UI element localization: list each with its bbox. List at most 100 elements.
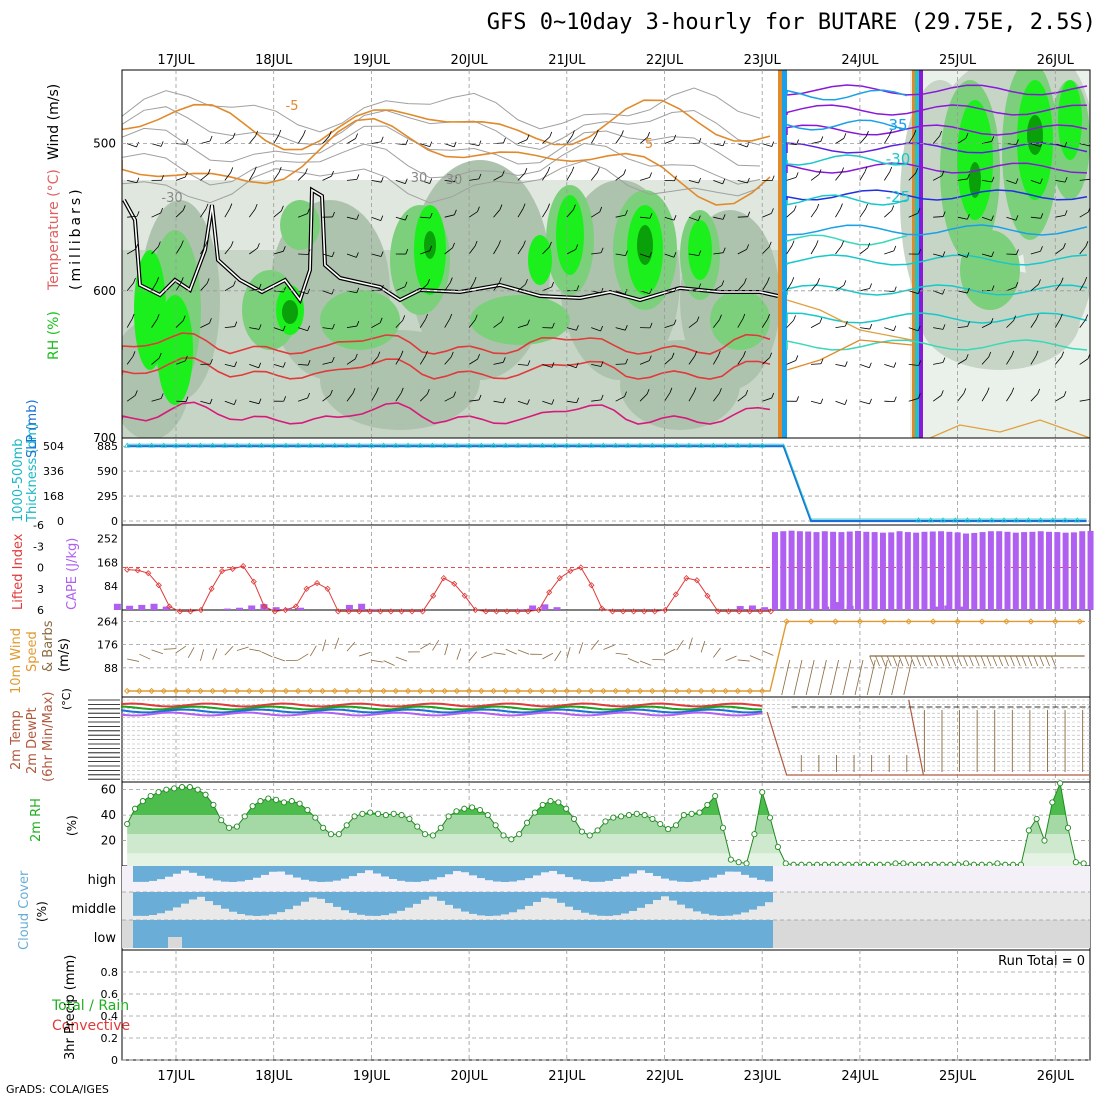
wind-barb bbox=[498, 240, 501, 246]
wind-barb bbox=[1030, 180, 1041, 185]
wind-barb bbox=[693, 387, 697, 393]
cape-bar bbox=[838, 532, 845, 610]
cape-bar bbox=[516, 609, 524, 610]
wind-barb bbox=[233, 399, 237, 405]
cloud-bar-low bbox=[245, 920, 253, 948]
wind-barb bbox=[957, 178, 968, 181]
wind-speed-marker bbox=[649, 687, 656, 695]
wind-barb bbox=[1037, 388, 1041, 395]
wind-barb bbox=[1036, 314, 1039, 320]
wind-barb bbox=[303, 129, 306, 136]
cloud-bar-middle bbox=[485, 892, 493, 916]
wind-barb bbox=[371, 392, 377, 402]
dewpoint-axis-label: 2m DewPt bbox=[25, 707, 40, 774]
thickness-marker bbox=[502, 442, 509, 448]
thickness-marker bbox=[1000, 517, 1008, 523]
wind-barb bbox=[469, 143, 479, 146]
rh-point bbox=[210, 801, 217, 808]
cloud-bar-low bbox=[373, 920, 381, 948]
wind-barb bbox=[127, 143, 137, 148]
wind-barb bbox=[297, 327, 308, 332]
wind-barb bbox=[395, 286, 406, 292]
wind-barb bbox=[840, 203, 843, 209]
thickness-marker bbox=[368, 442, 375, 448]
cloud-bar-middle bbox=[429, 892, 437, 897]
rh-point bbox=[774, 843, 781, 850]
temperature-contour bbox=[786, 224, 1088, 236]
cloud-bar-low bbox=[493, 920, 501, 948]
wind-barb bbox=[844, 399, 848, 405]
wind-barb bbox=[673, 134, 677, 141]
cloud-bar-low bbox=[285, 920, 293, 948]
wind-barb bbox=[478, 394, 482, 401]
wind-barb bbox=[346, 253, 357, 258]
wind-barb bbox=[957, 358, 967, 365]
wind-barb bbox=[721, 280, 725, 286]
wind-barb bbox=[1033, 655, 1039, 667]
wind-barb bbox=[359, 651, 371, 657]
cloud-bar-middle bbox=[653, 892, 661, 900]
wind-barb bbox=[444, 643, 449, 656]
wind-barb bbox=[207, 168, 211, 175]
unit-axis-label: (°C) bbox=[60, 688, 73, 710]
rh-point bbox=[406, 815, 413, 822]
wind-barb bbox=[380, 251, 384, 257]
thickness-marker bbox=[404, 442, 412, 448]
wind-speed-marker bbox=[502, 687, 509, 695]
wind-barb bbox=[1079, 399, 1090, 402]
rh-point bbox=[453, 808, 460, 815]
wind-barb bbox=[835, 208, 841, 218]
thickness-marker bbox=[307, 442, 314, 448]
wind-speed-marker bbox=[185, 687, 192, 695]
wind-barb bbox=[328, 131, 332, 137]
wind-axis-label: Wind (m/s) bbox=[46, 84, 62, 160]
wind-barb bbox=[1055, 180, 1066, 183]
cloud-bar-high bbox=[589, 866, 597, 882]
wind-barb bbox=[473, 276, 477, 283]
x-tick-label-top: 18JUL bbox=[255, 53, 293, 68]
wind-barb bbox=[468, 651, 478, 662]
wind-barb bbox=[933, 290, 943, 295]
wind-barb bbox=[158, 352, 162, 359]
wind-barb bbox=[200, 649, 205, 661]
wind-speed-marker bbox=[881, 618, 888, 625]
cape-bar bbox=[954, 532, 961, 610]
x-tick-label-bottom: 25JUL bbox=[939, 1069, 977, 1084]
rh-point bbox=[492, 822, 499, 829]
thickness-marker bbox=[331, 442, 338, 448]
wind-barb bbox=[175, 282, 182, 292]
wind-barb bbox=[395, 392, 402, 402]
cape-bar bbox=[846, 531, 853, 610]
thickness-marker bbox=[563, 442, 571, 448]
wind-barb bbox=[1030, 319, 1037, 328]
temp-series-line bbox=[121, 711, 763, 717]
cloud-bar-middle bbox=[309, 892, 317, 898]
wind-barb bbox=[444, 214, 455, 218]
wind-barb bbox=[810, 400, 821, 405]
cloud-bar-low bbox=[397, 920, 405, 948]
wind-barb bbox=[576, 325, 579, 331]
cloud-bar-low bbox=[645, 920, 653, 948]
rh-isopleth bbox=[122, 87, 761, 133]
wind-barb bbox=[322, 290, 333, 295]
wind-barb bbox=[175, 176, 186, 181]
wind-barb bbox=[566, 209, 574, 218]
rh-point bbox=[226, 824, 233, 831]
cloud-bar-middle bbox=[725, 892, 733, 916]
rh-band bbox=[157, 295, 193, 405]
wind-barb bbox=[1064, 210, 1068, 216]
cloud-bar-high bbox=[629, 866, 637, 874]
credit: GrADS: COLA/IGES bbox=[6, 1083, 109, 1096]
wind-barb bbox=[671, 352, 675, 358]
wind-barb bbox=[722, 214, 726, 220]
x-tick-label-top: 20JUL bbox=[451, 53, 489, 68]
cloud-bar-high bbox=[709, 866, 717, 878]
rh-band bbox=[1058, 80, 1082, 160]
wind-barb bbox=[505, 648, 517, 655]
wind-barb bbox=[426, 388, 430, 395]
thickness-marker bbox=[1025, 517, 1032, 523]
wind-barb bbox=[517, 245, 524, 255]
wind-barb bbox=[454, 176, 457, 182]
wind-barb bbox=[206, 278, 210, 284]
contour-label: 30 bbox=[411, 171, 428, 186]
